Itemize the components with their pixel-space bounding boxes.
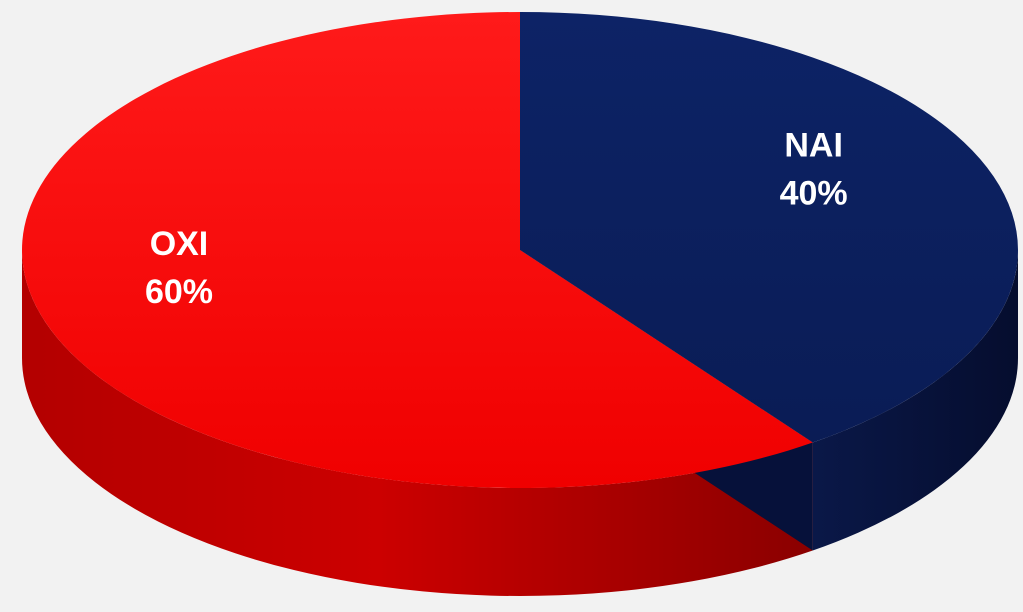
slice-value-nai: 40%: [780, 174, 848, 212]
slice-label-nai: NAI: [784, 126, 843, 164]
pie-tops: [21, 12, 1018, 488]
slice-value-oxi: 60%: [145, 273, 213, 311]
slice-label-oxi: OXI: [150, 225, 209, 263]
pie-side-nai: [812, 250, 1018, 551]
pie-labels: NAI 40% OXI 60%: [145, 126, 848, 311]
pie-side-oxi: [22, 250, 813, 596]
pie-slice-oxi: [21, 12, 813, 488]
pie-slice-nai: [520, 12, 1018, 443]
